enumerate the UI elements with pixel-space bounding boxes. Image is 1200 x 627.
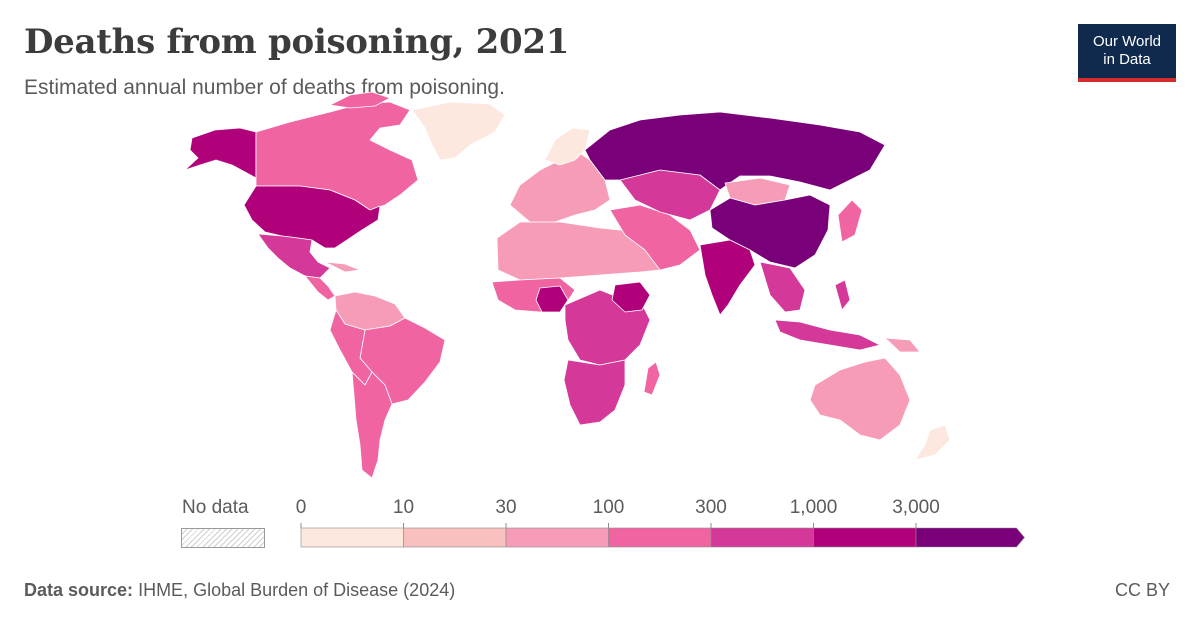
region-mexico[interactable] (257, 233, 331, 279)
data-source-label: Data source: (24, 580, 134, 600)
legend-tick: 30 (495, 497, 517, 518)
data-source-link[interactable]: IHME, Global Burden of Disease (2024) (138, 580, 456, 600)
region-japan-korea[interactable] (837, 199, 863, 243)
region-russia[interactable] (584, 111, 886, 191)
logo-line-2: in Data (1103, 51, 1151, 68)
legend-tick: 3,000 (892, 497, 940, 518)
legend-tick: 1,000 (789, 497, 838, 518)
region-southeast-asia[interactable] (759, 261, 806, 313)
legend-no-data-swatch (181, 528, 265, 548)
chart-subtitle: Estimated annual number of deaths from p… (24, 76, 505, 99)
legend-bin-3[interactable] (608, 527, 712, 548)
region-southern-cone[interactable] (351, 371, 393, 479)
region-canada-arctic[interactable] (329, 91, 391, 109)
region-indonesia[interactable] (774, 319, 881, 351)
legend-no-data-label: No data (182, 497, 249, 518)
region-nigeria[interactable] (535, 285, 569, 313)
region-madagascar[interactable] (643, 361, 661, 396)
region-australia[interactable] (809, 357, 911, 441)
region-southern-africa[interactable] (563, 359, 626, 426)
region-caribbean[interactable] (324, 261, 361, 273)
region-alaska[interactable] (184, 127, 257, 179)
legend-bin-1[interactable] (403, 527, 507, 548)
legend-bin-2[interactable] (505, 527, 609, 548)
region-ethiopia[interactable] (611, 281, 651, 313)
region-png[interactable] (884, 337, 921, 353)
legend-bin-4[interactable] (710, 527, 814, 548)
our-world-in-data-logo[interactable]: Our World in Data (1078, 24, 1176, 82)
region-philippines[interactable] (834, 279, 851, 311)
region-scandinavia[interactable] (544, 127, 591, 166)
license-link[interactable]: CC BY (1114, 580, 1170, 600)
legend-bin-6[interactable] (915, 527, 1025, 548)
region-india[interactable] (699, 239, 756, 316)
region-new-zealand[interactable] (914, 424, 951, 461)
chart-title: Deaths from poisoning, 2021 (24, 22, 570, 62)
legend-bin-5[interactable] (813, 527, 917, 548)
region-usa[interactable] (243, 185, 381, 249)
logo-line-1: Our World (1092, 33, 1162, 50)
legend-bin-0[interactable] (300, 527, 404, 548)
legend-tick: 0 (295, 497, 307, 518)
legend-tick: 100 (592, 497, 625, 518)
region-greenland[interactable] (411, 101, 506, 161)
legend-tick: 10 (392, 497, 415, 518)
data-source: Data source: IHME, Global Burden of Dise… (24, 580, 455, 601)
legend-tick: 300 (695, 497, 727, 518)
